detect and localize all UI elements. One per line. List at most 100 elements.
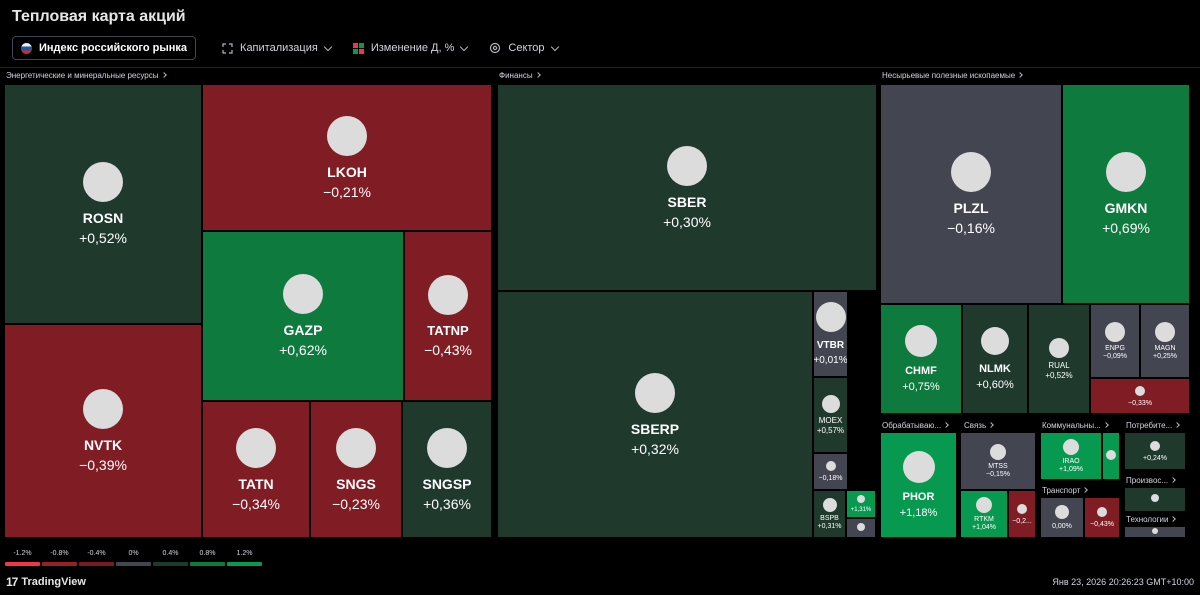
tile-enpg[interactable]: ENPG −0,09% xyxy=(1090,304,1140,378)
tile-phor[interactable]: PHOR +1,18% xyxy=(880,432,957,538)
tile-sngs[interactable]: SNGS −0,23% xyxy=(310,401,402,538)
legend-swatch xyxy=(5,562,40,566)
tile-ticker: IRAO xyxy=(1062,458,1080,465)
company-logo-icon xyxy=(857,522,865,531)
sector-header-minerals[interactable]: Несырьевые полезные ископаемые xyxy=(882,70,1024,82)
tile-tatn[interactable]: TATN −0,34% xyxy=(202,401,310,538)
tile-ticker: PHOR xyxy=(902,491,935,503)
sector-header-transport[interactable]: Транспорт xyxy=(1042,485,1089,497)
sector-header-finance[interactable]: Финансы xyxy=(499,70,541,82)
tile-30[interactable]: +0,24% xyxy=(1124,432,1186,470)
index-selector-button[interactable]: Индекс российского рынка xyxy=(12,36,197,60)
sector-header-energy[interactable]: Энергетические и минеральные ресурсы xyxy=(6,70,167,82)
tile-change: −0,39% xyxy=(79,457,127,473)
tile-magn[interactable]: MAGN +0,25% xyxy=(1140,304,1190,378)
tile-sber[interactable]: SBER +0,30% xyxy=(497,84,877,291)
tile-33[interactable] xyxy=(1124,487,1186,512)
company-logo-icon xyxy=(1106,449,1116,460)
company-logo-icon xyxy=(1135,385,1145,396)
company-logo-icon xyxy=(283,274,323,314)
company-logo-icon xyxy=(1150,440,1160,451)
tile-ticker: BSPB xyxy=(820,515,839,522)
tile-12[interactable]: −0,18% xyxy=(813,453,848,490)
tile-moex[interactable]: MOEX +0,57% xyxy=(813,377,848,453)
tile-change: −0,09% xyxy=(1103,353,1127,360)
tile-mtss[interactable]: MTSS −0,15% xyxy=(960,432,1036,490)
tile-lkoh[interactable]: LKOH −0,21% xyxy=(202,84,492,231)
company-logo-icon xyxy=(990,444,1006,460)
legend-label: 0.4% xyxy=(162,550,179,557)
sector-header-production[interactable]: Произвос... xyxy=(1126,475,1176,487)
tile-14[interactable]: +1,31% xyxy=(846,490,876,518)
chevron-right-icon xyxy=(1102,422,1109,428)
tile-ticker: VTBR xyxy=(816,340,845,351)
tile-gazp[interactable]: GAZP +0,62% xyxy=(202,231,404,401)
chevron-right-icon xyxy=(988,422,994,428)
tile-tatnp[interactable]: TATNP −0,43% xyxy=(404,231,492,401)
sector-header-technology[interactable]: Технологии xyxy=(1126,514,1177,526)
tile-ticker: PLZL xyxy=(953,200,989,216)
tile-ticker: GAZP xyxy=(283,322,323,338)
tile-change: +0,62% xyxy=(279,342,327,358)
legend-label: 1.2% xyxy=(236,550,253,557)
tile-32[interactable]: −0,43% xyxy=(1084,497,1120,538)
sector-header-utilities[interactable]: Коммунальны... xyxy=(1042,420,1109,432)
tile-change: +0,69% xyxy=(1102,220,1150,236)
tile-ticker: GMKN xyxy=(1104,200,1148,216)
sector-header-process-industry[interactable]: Обрабатываю... xyxy=(882,420,949,432)
sector-header-consumer[interactable]: Потребите... xyxy=(1126,420,1181,432)
tile-rual[interactable]: RUAL +0,52% xyxy=(1028,304,1090,414)
tile-ticker: MTSS xyxy=(988,463,1008,470)
tile-nlmk[interactable]: NLMK +0,60% xyxy=(962,304,1028,414)
tile-gmkn[interactable]: GMKN +0,69% xyxy=(1062,84,1190,304)
chevron-right-icon xyxy=(1170,477,1176,483)
tile-34[interactable] xyxy=(1124,526,1186,538)
tile-nvtk[interactable]: NVTK −0,39% xyxy=(4,324,202,538)
company-logo-icon xyxy=(667,145,707,186)
tile-31[interactable]: 0,00% xyxy=(1040,497,1084,538)
tile-ticker: CHMF xyxy=(905,365,937,377)
tile-sberp[interactable]: SBERP +0,32% xyxy=(497,291,813,538)
color-squares-icon xyxy=(352,42,364,54)
company-logo-icon xyxy=(981,327,1009,355)
chevron-down-icon xyxy=(550,42,559,51)
tile-change: −0,43% xyxy=(424,341,472,358)
chevron-right-icon xyxy=(1170,516,1177,522)
tile-change: +0,57% xyxy=(816,426,845,435)
tile-bspb[interactable]: BSPB +0,31% xyxy=(813,490,846,538)
tile-vtbr[interactable]: VTBR +0,01% xyxy=(813,291,848,377)
tradingview-logo[interactable]: 17 TradingView xyxy=(6,575,86,589)
group-by-dropdown[interactable]: Сектор xyxy=(489,37,559,59)
tile-chmf[interactable]: CHMF +0,75% xyxy=(880,304,962,414)
legend-label: -0.8% xyxy=(50,550,69,557)
legend-swatch xyxy=(190,562,225,566)
legend-swatch xyxy=(227,562,262,566)
expand-corners-icon xyxy=(222,42,233,54)
legend-label: -1.2% xyxy=(13,550,32,557)
size-by-dropdown[interactable]: Капитализация xyxy=(222,37,333,59)
tile-change: −0,16% xyxy=(947,220,995,236)
tile-change: −0,15% xyxy=(986,471,1010,478)
tile-sngsp[interactable]: SNGSP +0,36% xyxy=(402,401,492,538)
legend-label: 0.8% xyxy=(199,550,216,557)
tile-23[interactable]: −0,33% xyxy=(1090,378,1190,414)
tile-change: 0,00% xyxy=(1052,523,1072,530)
tile-15[interactable] xyxy=(846,518,876,538)
tile-ticker: SBER xyxy=(667,193,707,210)
tile-change: +1,04% xyxy=(972,524,996,531)
sector-header-communications[interactable]: Связь xyxy=(964,420,994,432)
tile-29[interactable] xyxy=(1102,432,1120,480)
legend-label: 0% xyxy=(128,550,139,557)
tile-rosn[interactable]: ROSN +0,52% xyxy=(4,84,202,324)
company-logo-icon xyxy=(815,302,846,332)
tile-rtkm[interactable]: RTKM +1,04% xyxy=(960,490,1008,538)
tile-plzl[interactable]: PLZL −0,16% xyxy=(880,84,1062,304)
size-by-label: Капитализация xyxy=(240,42,318,54)
tile-27[interactable]: −0,2... xyxy=(1008,490,1036,538)
tile-irao[interactable]: IRAO +1,09% xyxy=(1040,432,1102,480)
tile-ticker: LKOH xyxy=(327,163,367,180)
tile-ticker: NLMK xyxy=(979,363,1011,375)
tile-change: −0,33% xyxy=(1128,399,1152,407)
color-by-dropdown[interactable]: Изменение Д, % xyxy=(352,37,469,59)
company-logo-icon xyxy=(1055,505,1069,519)
